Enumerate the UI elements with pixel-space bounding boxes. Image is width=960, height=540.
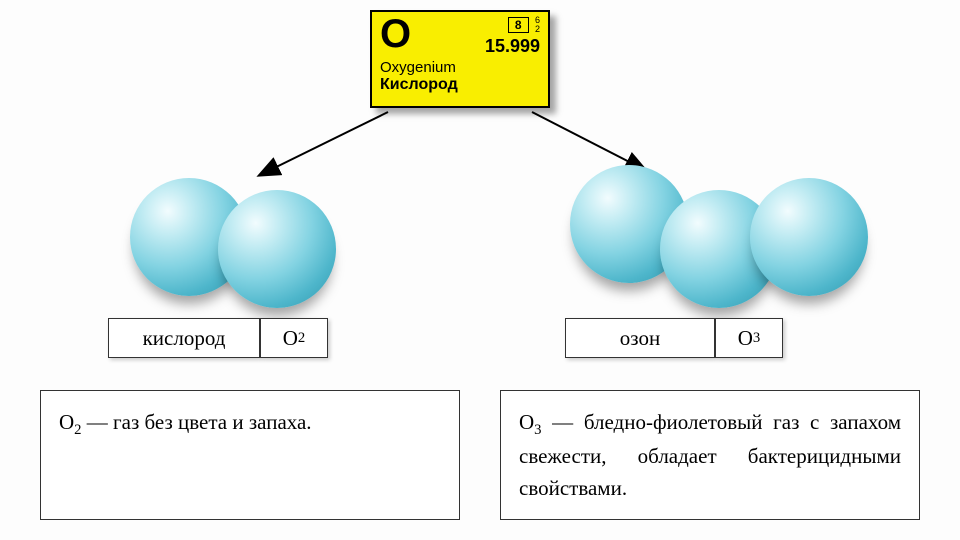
arrow-right [532, 112, 645, 170]
o2-name-label: кислород [108, 318, 260, 358]
o3-description: O3 — бледно-фиолетовый газ с запахом све… [500, 390, 920, 520]
arrow-left [260, 112, 388, 175]
o2-atom-2 [218, 190, 336, 308]
o2-formula-label: O2 [260, 318, 328, 358]
o3-atom-3 [750, 178, 868, 296]
o2-description: O2 — газ без цвета и запаха. [40, 390, 460, 520]
o3-name-label: озон [565, 318, 715, 358]
o3-formula-label: O3 [715, 318, 783, 358]
